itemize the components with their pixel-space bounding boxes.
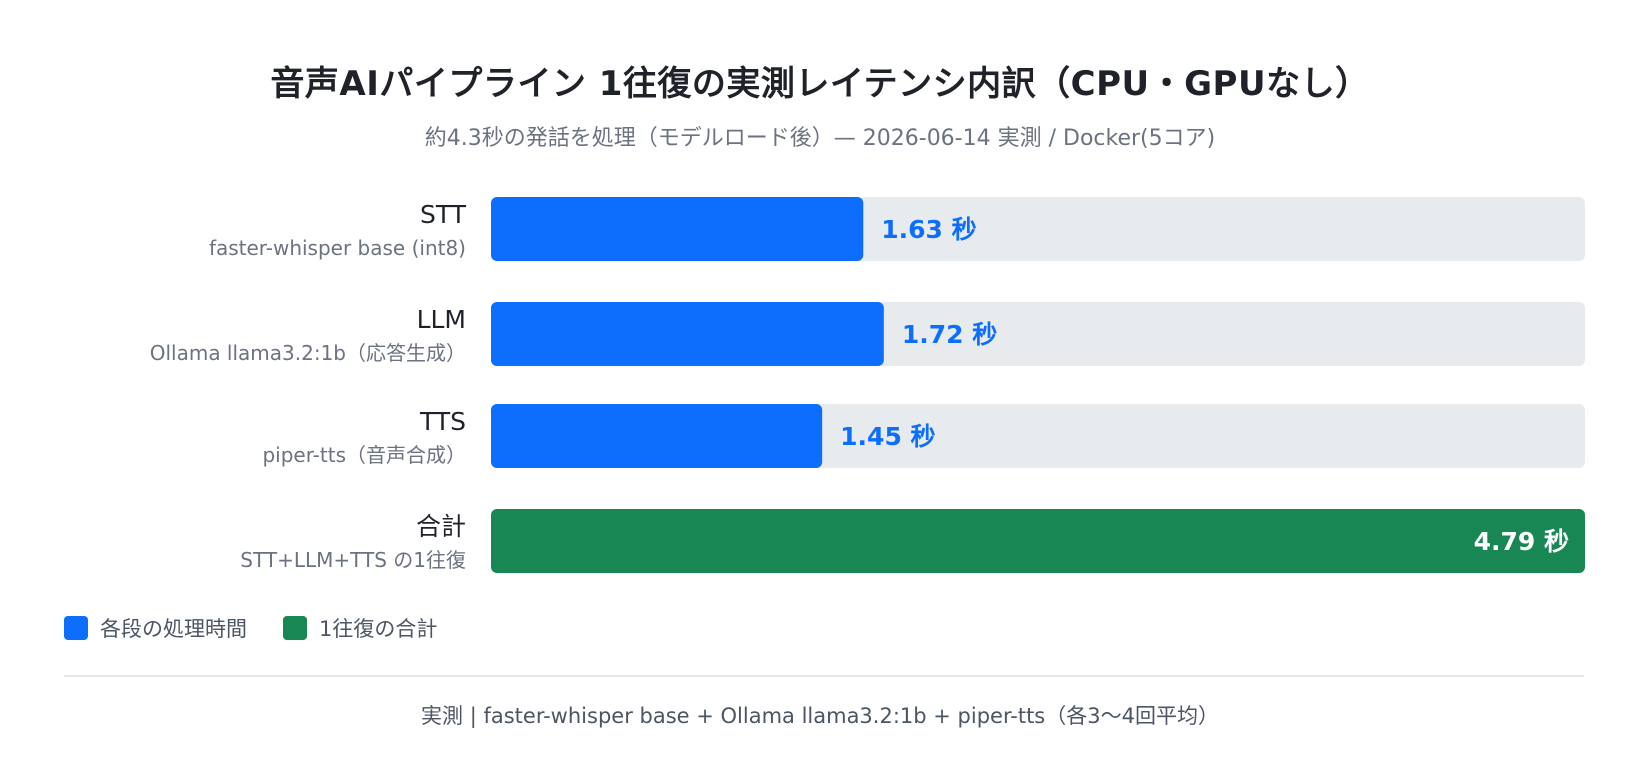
legend-swatch-stage <box>64 616 88 640</box>
footer-divider <box>64 675 1584 677</box>
category-sublabel: STT+LLM+TTS の1往復 <box>240 548 466 572</box>
legend-label-stage: 各段の処理時間 <box>100 617 247 641</box>
bar-total <box>491 509 1585 573</box>
value-label: 1.45 秒 <box>840 422 935 451</box>
value-label: 1.63 秒 <box>881 215 976 244</box>
category-label: LLM <box>417 305 466 334</box>
category-label: TTS <box>419 407 466 436</box>
bar-stage <box>491 302 884 366</box>
category-sublabel: Ollama llama3.2:1b（応答生成） <box>150 341 466 365</box>
category-sublabel: piper-tts（音声合成） <box>262 443 466 467</box>
legend-item-stage: 各段の処理時間 <box>64 613 247 643</box>
chart-subtitle: 約4.3秒の発話を処理（モデルロード後）— 2026-06-14 実測 / Do… <box>424 126 1216 151</box>
bar-stage <box>491 404 823 468</box>
legend-label-total: 1往復の合計 <box>319 617 438 641</box>
value-label: 4.79 秒 <box>1474 527 1569 556</box>
value-label: 1.72 秒 <box>902 320 997 349</box>
bar-stage <box>491 197 864 261</box>
legend-swatch-total <box>283 616 307 640</box>
footer-note: 実測 | faster-whisper base + Ollama llama3… <box>421 704 1219 728</box>
legend: 各段の処理時間 1往復の合計 <box>64 613 437 643</box>
legend-item-total: 1往復の合計 <box>283 613 437 643</box>
chart-title: 音声AIパイプライン 1往復の実測レイテンシ内訳（CPU・GPUなし） <box>270 64 1370 104</box>
category-label: STT <box>420 200 467 229</box>
category-label: 合計 <box>416 512 466 541</box>
category-sublabel: faster-whisper base (int8) <box>209 236 466 260</box>
bar-chart: STT faster-whisper base (int8) 1.63 秒 LLM Ol… <box>150 197 1585 573</box>
